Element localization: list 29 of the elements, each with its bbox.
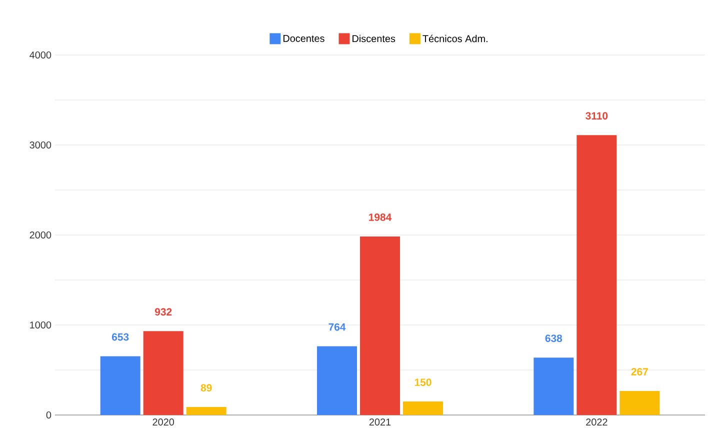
data-label: 932 — [154, 308, 172, 316]
bar — [576, 135, 617, 415]
x-tick-label: 2021 — [369, 418, 391, 426]
data-label: 1984 — [369, 214, 392, 221]
data-label: 653 — [112, 333, 129, 341]
y-tick-label: 4000 — [30, 51, 52, 59]
data-label: 267 — [631, 368, 648, 376]
data-label: 764 — [328, 323, 346, 331]
y-tick-label: 2000 — [30, 231, 52, 239]
bar — [100, 356, 140, 415]
data-label: 150 — [414, 378, 432, 386]
data-label: 3110 — [586, 112, 608, 120]
bar — [403, 402, 444, 415]
x-tick-label: 2020 — [152, 418, 174, 426]
y-tick-label: 0 — [46, 411, 52, 419]
legend-label: Discentes — [352, 34, 396, 42]
bar — [186, 406, 226, 415]
y-tick-label: 3000 — [30, 141, 52, 149]
legend-label: Técnicos Adm. — [422, 34, 488, 42]
data-label: 89 — [200, 384, 212, 392]
bar — [317, 346, 358, 415]
bar — [143, 331, 184, 415]
x-tick-label: 2022 — [586, 418, 608, 426]
legend-label: Docentes — [283, 35, 324, 42]
bar — [620, 390, 660, 415]
bar — [534, 358, 574, 415]
y-tick-label: 1000 — [30, 321, 52, 329]
bar — [360, 236, 400, 415]
data-label: 638 — [545, 334, 562, 342]
